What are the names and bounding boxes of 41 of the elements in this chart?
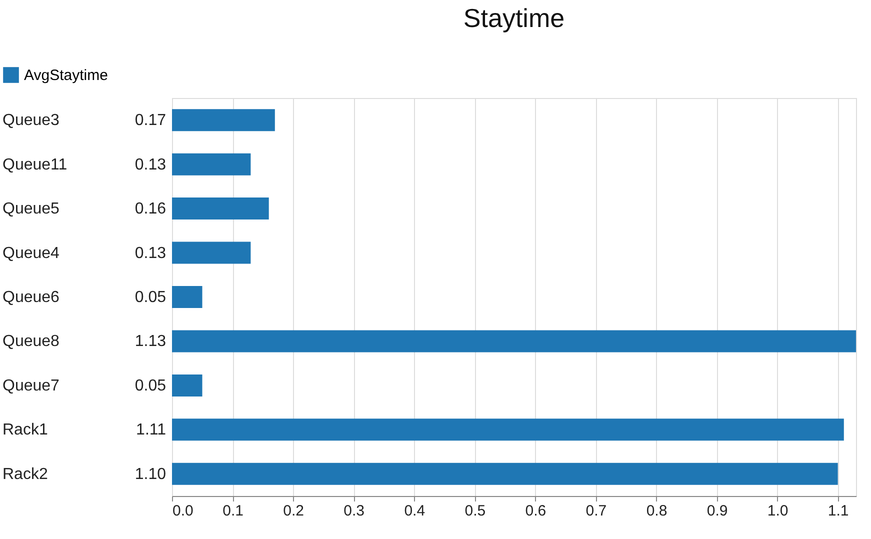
bar	[172, 330, 856, 352]
y-tick-label: Queue11	[2, 156, 68, 174]
y-tick-label: Queue4	[2, 244, 60, 262]
y-tick-label: Queue6	[2, 289, 60, 306]
x-tick-label: 0.0	[172, 502, 194, 520]
bar	[172, 462, 838, 485]
x-tick-label: 0.6	[525, 502, 546, 520]
x-tick-label: 1.1	[828, 502, 849, 520]
data-label: 0.17	[134, 112, 166, 130]
bar	[172, 153, 251, 176]
x-tick-label: 0.7	[586, 502, 607, 520]
y-tick-label: Queue3	[2, 112, 60, 130]
x-tick-label: 0.8	[646, 502, 668, 520]
x-tick-label: 1.0	[767, 502, 788, 520]
chart-title: Staytime	[463, 3, 565, 33]
x-tick-label: 0.1	[222, 502, 244, 520]
bar	[172, 418, 844, 441]
data-label: 0.05	[134, 377, 166, 394]
data-label: 0.13	[134, 156, 166, 174]
legend-label: AvgStaytime	[24, 67, 108, 84]
y-tick-label: Rack1	[2, 422, 48, 439]
data-label: 0.05	[134, 289, 166, 306]
bar	[172, 286, 202, 308]
x-tick-label: 0.4	[404, 502, 426, 520]
data-label: 0.13	[134, 244, 166, 262]
x-tick-label: 0.2	[283, 502, 304, 520]
y-tick-label: Rack2	[2, 466, 48, 483]
data-label: 0.16	[134, 200, 166, 218]
bar	[172, 109, 275, 132]
bar	[172, 242, 251, 264]
y-tick-label: Queue7	[2, 377, 60, 394]
x-tick-label: 0.5	[464, 502, 486, 520]
data-label: 1.13	[134, 333, 166, 350]
y-tick-label: Queue8	[2, 333, 60, 350]
bar	[172, 374, 202, 396]
y-tick-label: Queue5	[2, 200, 60, 218]
data-label: 1.11	[136, 422, 166, 439]
x-tick-label: 0.9	[706, 502, 728, 520]
x-tick-label: 0.3	[344, 502, 365, 520]
data-label: 1.10	[134, 466, 166, 483]
bar	[172, 198, 269, 220]
